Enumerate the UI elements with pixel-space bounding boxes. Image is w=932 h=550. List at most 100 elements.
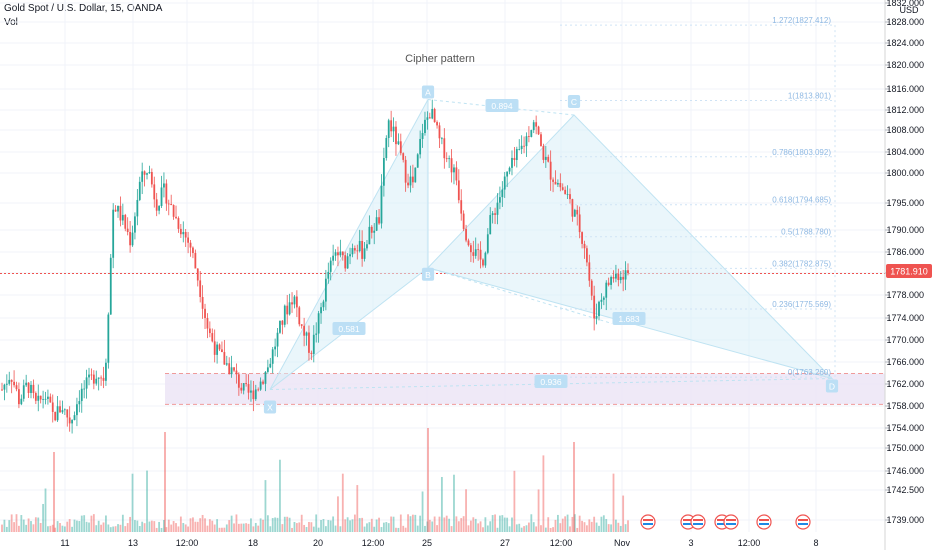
volume-bar (1, 524, 3, 532)
volume-bar (489, 521, 492, 532)
volume-bar (503, 517, 506, 532)
volume-bar (276, 517, 279, 532)
candle-body (83, 388, 86, 390)
event-flag-stripe (798, 519, 808, 521)
volume-bar (259, 518, 262, 532)
volume-bar (148, 521, 151, 532)
volume-bar (460, 518, 463, 532)
candle-body (528, 136, 530, 137)
candle-body (182, 232, 185, 235)
volume-bar (56, 521, 59, 532)
volume-bar (424, 525, 426, 532)
candle-body (237, 374, 240, 388)
event-flag-stripe (726, 519, 736, 521)
volume-bar (107, 524, 110, 532)
candle-body (549, 161, 552, 180)
candle-body (440, 138, 443, 140)
volume-bar (578, 515, 581, 532)
volume-bar (177, 526, 180, 532)
volume-bar (3, 519, 6, 532)
candle-body (399, 141, 402, 154)
volume-bar (547, 517, 550, 532)
volume-bar (573, 514, 576, 532)
pattern-title: Cipher pattern (405, 53, 475, 65)
candle-body (206, 318, 209, 329)
event-flag-stripe (693, 523, 703, 525)
event-flag-stripe (683, 523, 693, 525)
candle-body (496, 202, 499, 215)
volume-bar (605, 518, 608, 532)
candle-body (262, 381, 264, 384)
candle-body (557, 182, 559, 185)
candle-body (414, 167, 417, 183)
candle-body (211, 333, 214, 342)
volume-bar (257, 525, 260, 532)
candle-body (34, 393, 37, 401)
volume-bar (237, 523, 240, 532)
volume-bar (59, 523, 61, 532)
y-tick-label: 1742.500 (886, 485, 924, 495)
volume-bar (235, 514, 238, 532)
y-tick-label: 1832.000 (886, 0, 924, 8)
volume-bar (382, 522, 385, 532)
fib-level-label: 0.5(1788.780) (781, 228, 831, 237)
fib-level-label: 1(1813.801) (788, 92, 831, 101)
candle-body (25, 382, 28, 386)
volume-bar (450, 526, 453, 532)
candle-body (85, 377, 88, 389)
volume-bar (315, 514, 318, 532)
volume-bar (167, 519, 170, 532)
candle-body (508, 167, 511, 172)
candle-body (201, 296, 204, 309)
candle-body (595, 316, 598, 319)
event-flag-stripe (759, 523, 769, 525)
volume-bar (291, 527, 293, 532)
candle-body (250, 390, 252, 393)
volume-bar (274, 517, 277, 532)
volume-bar (457, 521, 460, 532)
candle-body (283, 305, 286, 325)
fib-level-label: 0.236(1775.569) (772, 300, 831, 309)
candle-body (167, 203, 170, 205)
candle-body (298, 307, 301, 325)
candle-body (511, 157, 513, 168)
ratio-label-581-bg (332, 322, 366, 335)
candle-body (216, 344, 219, 355)
volume-bar (73, 519, 76, 532)
volume-bar (324, 526, 327, 532)
candle-body (160, 187, 163, 207)
triangle-xab (269, 99, 429, 390)
candlesticks (1, 99, 629, 434)
candle-body (259, 381, 262, 390)
volume-bar (375, 519, 378, 532)
y-tick-label: 1762.000 (886, 379, 924, 389)
x-tick-label: 12:00 (362, 538, 385, 548)
volume-bar (105, 515, 107, 532)
volume-bar (414, 514, 417, 532)
candle-body (223, 352, 226, 365)
candle-body (192, 247, 194, 253)
candle-body (569, 194, 571, 200)
y-tick-label: 1739.000 (886, 515, 924, 525)
candle-body (344, 255, 347, 269)
candle-body (627, 270, 629, 273)
volume-bar (532, 522, 535, 532)
volume-bar (542, 455, 545, 532)
candle-body (138, 181, 141, 200)
candle-body (51, 402, 54, 412)
volume-bar (39, 522, 42, 532)
volume-bar (247, 523, 250, 532)
candle-body (428, 117, 431, 119)
x-tick-label: Nov (614, 538, 631, 548)
volume-bar (18, 525, 20, 532)
candle-body (433, 108, 436, 123)
volume-bar (112, 526, 115, 532)
candle-body (363, 248, 366, 259)
candle-body (515, 149, 518, 161)
volume-bar (416, 525, 419, 532)
candle-body (266, 367, 269, 372)
candle-body (218, 344, 221, 350)
volume-bar (51, 524, 54, 532)
volume-spike (53, 452, 55, 532)
